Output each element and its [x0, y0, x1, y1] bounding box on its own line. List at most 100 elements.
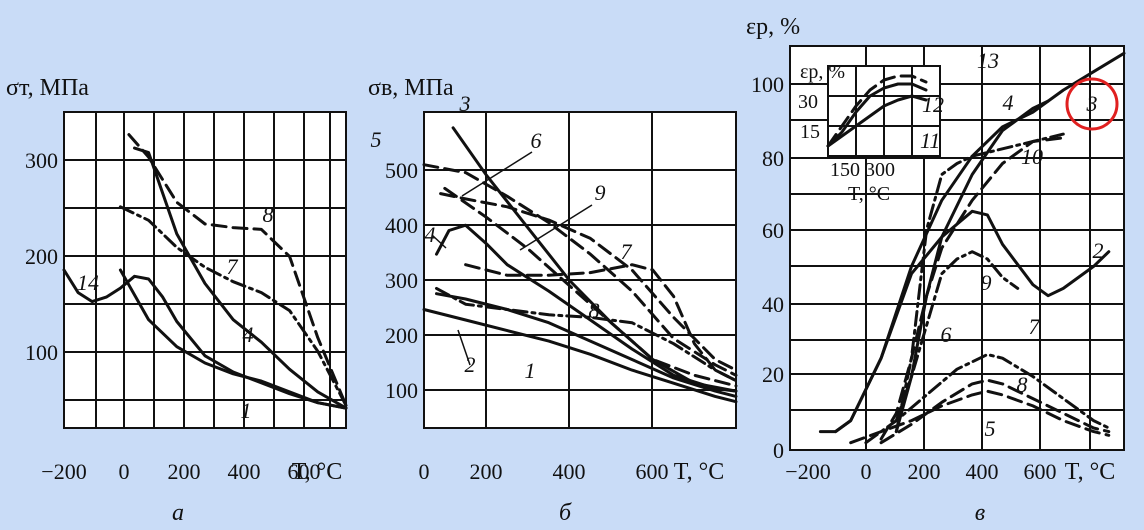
x-tick-label: 400	[966, 459, 999, 484]
y-tick-label: 20	[762, 362, 784, 387]
curve-label-4: 4	[1003, 90, 1014, 115]
series-10-line	[894, 132, 1065, 434]
inset-x-axis-label: T, °C	[848, 183, 890, 205]
x-axis-label: T, °C	[674, 459, 724, 485]
y-tick-label: 100	[385, 378, 418, 403]
inset-series-12-line	[826, 82, 928, 148]
series-2-line	[435, 292, 738, 398]
curve-label-7: 7	[621, 239, 633, 264]
inset-y-tick-label: 15	[800, 121, 820, 143]
series-8-line	[879, 378, 1111, 445]
curve-label-2: 2	[1093, 238, 1104, 263]
series-14-line	[62, 268, 348, 410]
curve-label-5: 5	[371, 127, 382, 152]
inset-series-11-line	[826, 94, 928, 148]
y-axis-label: σт, МПа	[6, 75, 89, 101]
x-tick-label: 400	[228, 459, 261, 484]
y-tick-label: 100	[25, 340, 58, 365]
x-axis-label: T, °C	[1065, 459, 1115, 485]
curve-label-3: 3	[459, 91, 471, 116]
curve-label-13: 13	[977, 48, 999, 73]
y-tick-label: 300	[25, 148, 58, 173]
grid	[790, 46, 1124, 450]
curve-label-6: 6	[941, 322, 952, 347]
curve-label-9: 9	[981, 270, 992, 295]
curve-label-7: 7	[1029, 314, 1041, 339]
curve-label-10: 10	[1021, 144, 1043, 169]
y-tick-label: 500	[385, 158, 418, 183]
inset-curve-label-12: 12	[922, 92, 944, 117]
y-tick-label: 200	[385, 323, 418, 348]
series-9-line	[439, 192, 738, 372]
x-axis-label: T, °C	[292, 459, 342, 485]
series-4-line	[133, 146, 348, 410]
x-tick-label: −200	[41, 459, 86, 484]
curve-label-7: 7	[227, 254, 239, 279]
x-tick-label: 200	[168, 459, 201, 484]
series-8-line	[435, 286, 738, 383]
inset-curve-label-11: 11	[920, 128, 940, 153]
leader-line	[461, 151, 533, 197]
y-axis-label: σв, МПа	[368, 75, 454, 101]
curve-label-8: 8	[589, 298, 600, 323]
panel-letter: в	[975, 500, 985, 526]
y-tick-label: 40	[762, 292, 784, 317]
curve-label-5: 5	[985, 416, 996, 441]
series-9-line	[894, 250, 1020, 423]
series-5-line	[422, 163, 738, 377]
curve-label-14: 14	[77, 270, 99, 295]
series-1-line	[422, 308, 738, 404]
series-8-line	[127, 133, 348, 407]
inset-series-13-line	[826, 74, 928, 148]
curve-label-4: 4	[425, 222, 436, 247]
x-tick-label: −200	[785, 459, 830, 484]
series-7-line	[864, 353, 1111, 445]
plot-area	[423, 111, 737, 429]
inset-x-tick-labels: 150 300	[830, 159, 895, 181]
panel-letter: б	[559, 500, 572, 526]
y-tick-label: 60	[762, 218, 784, 243]
x-tick-label: 200	[908, 459, 941, 484]
series-7-line	[464, 263, 738, 383]
y-tick-label: 100	[751, 72, 784, 97]
inset-y-tick-label: 30	[798, 91, 818, 113]
y-axis-label: εр, %	[746, 14, 800, 40]
series-6-line	[879, 136, 1065, 441]
x-tick-label: 0	[119, 459, 130, 484]
leader-line	[519, 204, 593, 251]
x-tick-label: 400	[553, 459, 586, 484]
x-tick-label: 600	[1024, 459, 1057, 484]
y-tick-label: 200	[25, 244, 58, 269]
series-6-line	[443, 186, 738, 388]
highlight-circle	[1065, 77, 1119, 131]
x-tick-label: 200	[470, 459, 503, 484]
curve-label-3: 3	[1086, 91, 1098, 116]
curve-label-8: 8	[1017, 372, 1028, 397]
curve-label-9: 9	[595, 180, 606, 205]
x-tick-label: 0	[861, 459, 872, 484]
panel-letter: а	[172, 500, 184, 526]
x-tick-label: 600	[288, 459, 321, 484]
y-tick-label: 80	[762, 146, 784, 171]
series-7-line	[118, 205, 348, 407]
y-tick-label: 0	[773, 438, 784, 463]
curve-label-4: 4	[243, 322, 254, 347]
series-4-line	[435, 223, 738, 393]
leader-line	[457, 329, 471, 366]
leader-line	[431, 234, 447, 249]
x-tick-label: 0	[419, 459, 430, 484]
curve-label-8: 8	[263, 202, 274, 227]
y-tick-label: 400	[385, 213, 418, 238]
x-tick-label: 600	[636, 459, 669, 484]
series-5-line	[849, 389, 1111, 445]
curve-label-1: 1	[525, 358, 536, 383]
curve-label-1: 1	[241, 398, 252, 423]
y-tick-label: 300	[385, 268, 418, 293]
curve-label-6: 6	[531, 128, 542, 153]
